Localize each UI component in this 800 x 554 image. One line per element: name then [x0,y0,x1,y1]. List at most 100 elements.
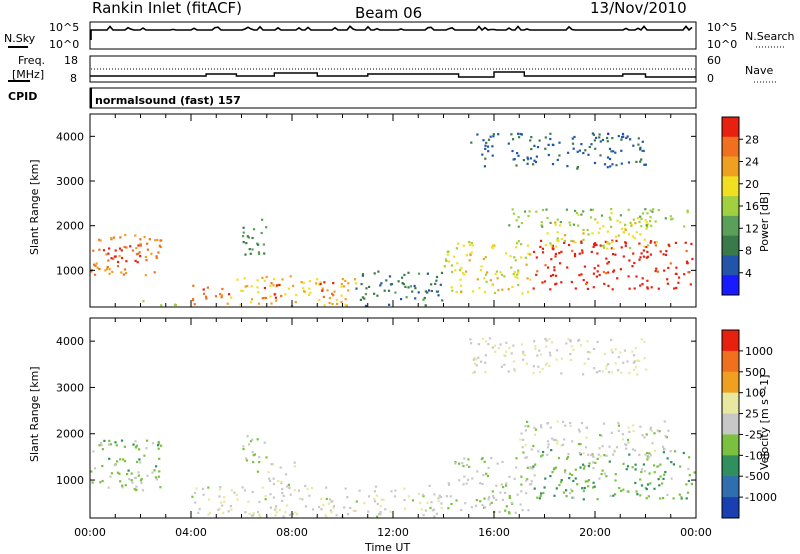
range-cell [515,457,518,460]
range-cell [530,480,533,483]
range-cell [379,511,382,514]
range-cell [505,350,508,353]
range-cell [355,287,358,290]
date-label: 13/Nov/2010 [590,0,687,17]
range-cell [594,218,597,221]
range-cell [583,265,586,268]
range-cell [589,216,593,219]
range-cell [364,293,367,296]
range-cell [570,488,573,491]
range-cell [646,483,650,486]
range-cell [620,489,623,492]
range-cell [563,438,566,441]
range-cell [632,354,636,357]
range-cell [622,231,625,234]
range-cell [479,482,482,485]
range-cell [554,438,557,442]
range-cell [643,245,646,248]
range-cell [611,351,614,354]
range-cell [564,424,567,427]
range-cell [303,290,306,293]
range-cell [486,474,489,478]
range-cell [354,282,358,285]
range-cell [520,490,523,493]
range-cell [269,493,272,496]
range-cell [383,289,386,292]
range-cell [107,252,110,255]
range-cell [561,443,565,446]
range-cell [116,471,120,474]
range-cell [218,495,221,498]
range-cell [125,272,128,275]
range-cell [320,497,323,500]
range-cell [495,270,498,273]
range-cell [685,483,688,486]
range-cell [150,252,153,255]
range-cell [595,275,598,278]
range-cell [108,439,111,442]
range-cell [670,461,673,464]
range-cell [584,446,588,449]
range-cell [417,492,420,495]
range-cell [610,348,613,351]
range-cell [665,250,668,253]
range-cell [302,287,305,290]
range-cell [540,426,543,429]
range-cell [284,511,287,514]
range-cell [482,139,485,142]
range-cell [115,444,118,447]
range-cell [502,486,505,489]
range-cell [544,477,547,480]
range-cell [591,232,594,235]
range-cell [586,340,589,343]
range-cell [537,450,540,453]
range-cell [156,238,159,242]
range-cell [643,163,646,166]
range-cell [524,425,527,428]
range-cell [687,271,690,274]
colorbar-swatch [722,176,739,197]
range-cell [508,511,511,514]
range-cell [99,239,102,242]
range-cell [565,342,568,345]
range-cell [512,138,515,141]
range-cell [493,344,497,347]
range-cell [547,143,550,146]
range-cell [403,507,407,510]
range-cell [424,509,427,512]
range-cell [617,421,620,425]
range-cell [534,160,538,164]
range-cell [454,462,457,465]
range-cell [246,235,249,238]
range-cell [643,357,646,360]
range-cell [263,296,266,300]
colorbar-swatch [722,156,739,177]
colorbar-swatch [722,371,739,394]
range-cell [289,493,292,496]
range-cell [434,282,437,285]
range-cell [481,482,484,486]
range-cell [263,441,266,444]
range-cell [251,298,254,301]
range-cell [508,475,511,478]
range-cell [517,225,520,228]
range-cell [249,440,253,443]
range-cell [571,490,574,493]
range-cell [546,446,550,449]
range-cell [333,290,336,293]
range-cell [484,256,487,259]
range-cell [139,461,142,464]
range-cell [217,508,220,511]
range-cell [462,244,465,247]
range-cell [373,292,376,295]
range-cell [638,359,641,362]
range-cell [403,273,406,276]
range-cell [580,143,583,146]
range-cell [135,253,138,256]
range-cell [646,250,649,253]
range-cell [236,278,239,281]
range-cell [550,341,554,344]
range-cell [640,484,644,487]
range-cell [475,499,478,502]
